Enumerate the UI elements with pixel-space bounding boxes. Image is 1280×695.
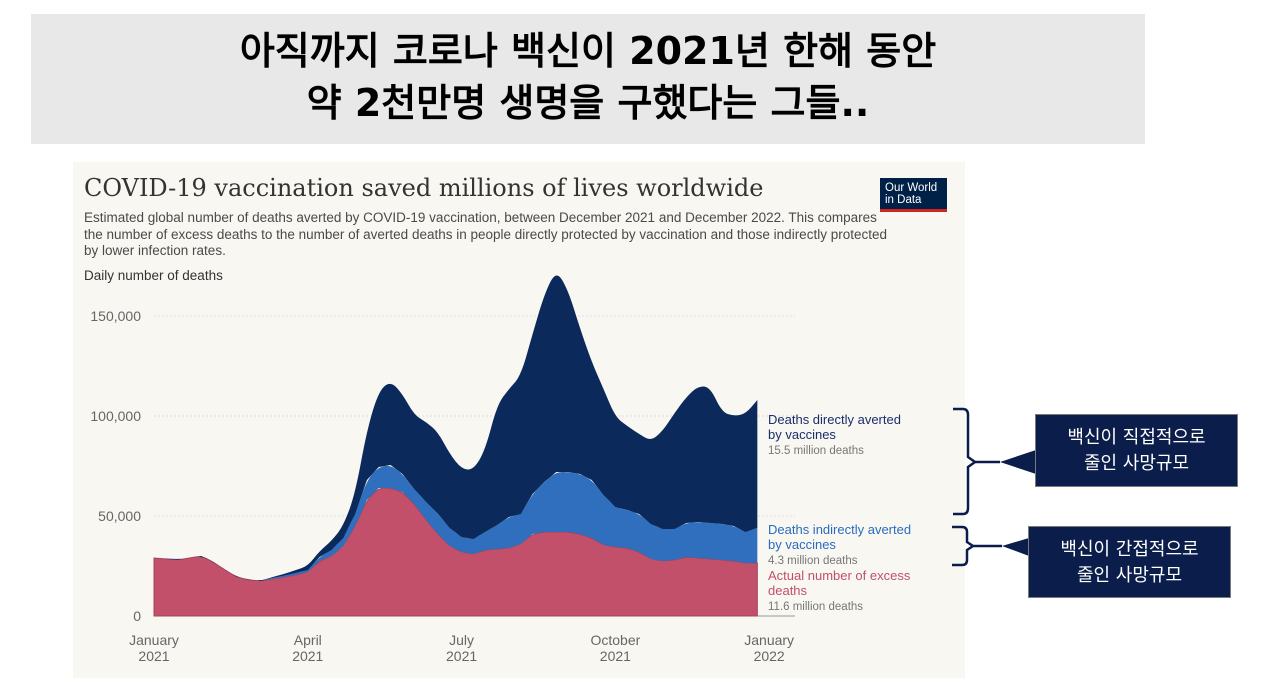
y-tick-label: 50,000	[98, 508, 141, 524]
label-indirect-line-1: Deaths indirectly averted	[768, 522, 911, 537]
x-tick-label-year: 2021	[446, 648, 477, 664]
area-directly-averted	[154, 275, 758, 581]
callout-direct: 백신이 직접적으로 줄인 사망규모	[1035, 414, 1238, 487]
label-actual-line-1: Actual number of excess	[768, 568, 911, 583]
y-tick-label: 0	[133, 608, 141, 624]
logo-line-1: Our World	[885, 182, 938, 194]
x-tick-label-month: April	[294, 632, 322, 648]
stacked-area-chart: 050,000100,000150,000January2021April202…	[90, 275, 911, 664]
callout-direct-pointer	[1000, 450, 1036, 474]
chart-subtitle: Estimated global number of deaths averte…	[84, 210, 887, 258]
callout-direct-line-2: 줄인 사망규모	[1083, 453, 1190, 474]
area-indirectly-averted	[154, 465, 758, 581]
headline-banner: 아직까지 코로나 백신이 2021년 한해 동안 약 2천만명 생명을 구했다는…	[31, 14, 1145, 144]
callout-indirect-pointer	[1002, 538, 1029, 556]
y-tick-label: 100,000	[90, 408, 141, 424]
x-tick-label-year: 2021	[292, 648, 323, 664]
chart-card: COVID-19 vaccination saved millions of l…	[73, 162, 965, 678]
label-direct-note: 15.5 million deaths	[768, 445, 864, 457]
x-tick-label-year: 2022	[754, 648, 785, 664]
callout-indirect-line-1: 백신이 간접적으로	[1060, 539, 1199, 560]
label-direct-line-1: Deaths directly averted	[768, 412, 901, 427]
headline-line-1: 아직까지 코로나 백신이 2021년 한해 동안	[239, 29, 937, 73]
y-axis-label: Daily number of deaths	[84, 268, 223, 283]
label-actual-note: 11.6 million deaths	[768, 601, 863, 613]
chart-title: COVID-19 vaccination saved millions of l…	[84, 174, 764, 202]
callout-direct-line-1: 백신이 직접적으로	[1067, 427, 1206, 448]
callout-indirect-line-2: 줄인 사망규모	[1076, 565, 1183, 586]
logo-line-2: in Data	[885, 194, 922, 206]
label-direct-line-2: by vaccines	[768, 427, 836, 442]
x-tick-label-month: October	[590, 632, 640, 648]
x-tick-label-month: January	[129, 632, 179, 648]
x-tick-label-month: January	[744, 632, 794, 648]
label-indirect-note: 4.3 million deaths	[768, 555, 858, 567]
x-tick-label-year: 2021	[138, 648, 169, 664]
callout-indirect: 백신이 간접적으로 줄인 사망규모	[1028, 526, 1231, 598]
our-world-in-data-logo: Our World in Data	[880, 178, 947, 212]
headline-line-2: 약 2천만명 생명을 구했다는 그들..	[306, 81, 870, 125]
label-indirect-line-2: by vaccines	[768, 537, 836, 552]
x-tick-label-year: 2021	[600, 648, 631, 664]
y-tick-label: 150,000	[90, 308, 141, 324]
label-actual-line-2: deaths	[768, 583, 808, 598]
x-tick-label-month: July	[449, 632, 474, 648]
